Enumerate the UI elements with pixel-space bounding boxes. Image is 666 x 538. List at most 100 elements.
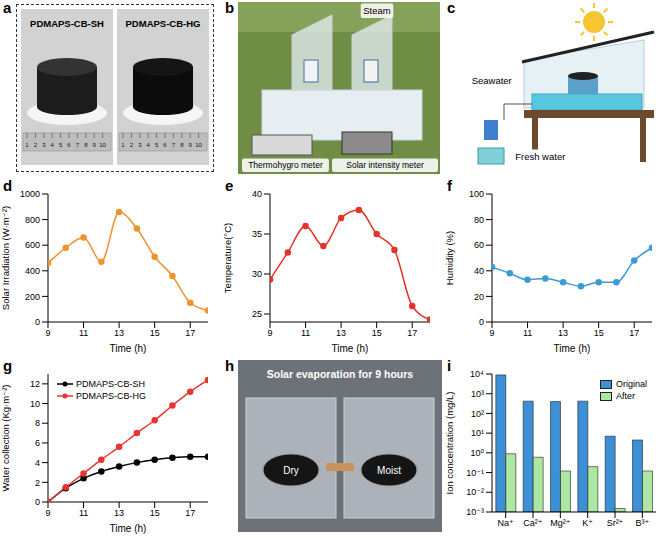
svg-text:Dry: Dry — [283, 465, 299, 476]
svg-text:3: 3 — [138, 142, 142, 148]
svg-text:Ion concentration (mg/L): Ion concentration (mg/L) — [444, 392, 455, 495]
svg-text:Moist: Moist — [377, 465, 401, 476]
svg-text:2: 2 — [35, 478, 40, 488]
svg-text:10⁻³: 10⁻³ — [466, 507, 484, 517]
svg-text:4: 4 — [35, 458, 40, 468]
svg-text:800: 800 — [25, 215, 40, 225]
svg-text:Time (h): Time (h) — [332, 343, 369, 354]
svg-text:13: 13 — [114, 508, 124, 518]
svg-text:15: 15 — [372, 328, 382, 338]
svg-text:200: 200 — [25, 292, 40, 302]
svg-text:Solar Irradiation (W·m⁻²): Solar Irradiation (W·m⁻²) — [0, 206, 11, 310]
svg-text:15: 15 — [150, 508, 160, 518]
svg-text:20: 20 — [474, 292, 484, 302]
svg-text:17: 17 — [629, 328, 639, 338]
svg-text:5: 5 — [59, 142, 63, 148]
svg-text:Temperature(°C): Temperature(°C) — [222, 223, 233, 293]
svg-text:1: 1 — [25, 142, 29, 148]
svg-text:0: 0 — [35, 317, 40, 327]
svg-text:PDMAPS-CB-SH: PDMAPS-CB-SH — [30, 18, 104, 29]
svg-text:7: 7 — [172, 142, 176, 148]
html-text:PDMAPS-CB-SH: PDMAPS-CB-SH — [76, 379, 145, 389]
svg-text:30: 30 — [252, 269, 262, 279]
svg-text:600: 600 — [25, 240, 40, 250]
svg-text:9: 9 — [489, 328, 494, 338]
svg-text:15: 15 — [150, 328, 160, 338]
svg-text:9: 9 — [45, 328, 50, 338]
svg-text:Ca²⁺: Ca²⁺ — [523, 518, 543, 528]
svg-text:10¹: 10¹ — [471, 428, 484, 438]
svg-text:K⁺: K⁺ — [582, 518, 593, 528]
svg-text:11: 11 — [79, 328, 88, 338]
svg-text:40: 40 — [474, 266, 484, 276]
svg-text:400: 400 — [25, 266, 40, 276]
svg-text:10⁻¹: 10⁻¹ — [466, 468, 484, 478]
svg-text:4: 4 — [147, 142, 151, 148]
svg-text:Solar intensity meter: Solar intensity meter — [346, 160, 424, 170]
svg-text:PDMAPS-CB-HG: PDMAPS-CB-HG — [126, 18, 201, 29]
svg-text:10: 10 — [195, 142, 202, 148]
svg-text:5: 5 — [155, 142, 159, 148]
svg-text:0: 0 — [35, 497, 40, 507]
svg-text:Time (h): Time (h) — [110, 343, 147, 354]
svg-text:10⁻²: 10⁻² — [466, 487, 484, 497]
svg-text:80: 80 — [474, 215, 484, 225]
svg-text:17: 17 — [407, 328, 417, 338]
svg-text:6: 6 — [67, 142, 71, 148]
html-text:d: d — [3, 177, 13, 194]
svg-text:Steam: Steam — [363, 5, 391, 16]
svg-text:9: 9 — [93, 142, 97, 148]
svg-text:8: 8 — [84, 142, 88, 148]
svg-text:100: 100 — [469, 189, 484, 199]
svg-text:17: 17 — [185, 508, 195, 518]
svg-text:11: 11 — [523, 328, 532, 338]
svg-text:10: 10 — [30, 399, 40, 409]
svg-text:Time (h): Time (h) — [110, 523, 147, 534]
svg-text:B³⁺: B³⁺ — [635, 518, 649, 528]
svg-text:8: 8 — [180, 142, 184, 148]
svg-text:1: 1 — [121, 142, 125, 148]
svg-text:40: 40 — [252, 189, 262, 199]
svg-text:9: 9 — [267, 328, 272, 338]
svg-text:12: 12 — [30, 379, 40, 389]
svg-text:Time (h): Time (h) — [554, 343, 591, 354]
svg-text:Sr²⁺: Sr²⁺ — [607, 518, 624, 528]
svg-text:13: 13 — [558, 328, 568, 338]
svg-text:7: 7 — [76, 142, 80, 148]
svg-text:10²: 10² — [471, 409, 484, 419]
svg-text:3: 3 — [42, 142, 46, 148]
svg-text:35: 35 — [252, 229, 262, 239]
svg-text:6: 6 — [35, 438, 40, 448]
svg-text:Solar evaporation for 9 hours: Solar evaporation for 9 hours — [267, 368, 414, 380]
svg-text:8: 8 — [35, 418, 40, 428]
svg-text:15: 15 — [594, 328, 604, 338]
svg-text:25: 25 — [252, 309, 262, 319]
svg-text:Thermohygro meter: Thermohygro meter — [248, 160, 323, 170]
svg-text:17: 17 — [185, 328, 195, 338]
svg-text:10³: 10³ — [471, 389, 484, 399]
svg-text:60: 60 — [474, 240, 484, 250]
svg-text:Fresh water: Fresh water — [515, 151, 565, 162]
svg-text:Water collection (Kg·m⁻²): Water collection (Kg·m⁻²) — [0, 384, 11, 491]
svg-text:6: 6 — [163, 142, 167, 148]
svg-text:Humidity (%): Humidity (%) — [444, 231, 455, 285]
svg-text:Na⁺: Na⁺ — [498, 518, 515, 528]
svg-text:1000: 1000 — [20, 189, 40, 199]
svg-text:4: 4 — [51, 142, 55, 148]
svg-text:9: 9 — [45, 508, 50, 518]
svg-text:9: 9 — [189, 142, 193, 148]
svg-text:2: 2 — [34, 142, 38, 148]
svg-text:2: 2 — [130, 142, 134, 148]
svg-text:10⁰: 10⁰ — [470, 448, 484, 458]
html-text:h: h — [225, 357, 235, 374]
svg-text:11: 11 — [301, 328, 310, 338]
svg-text:10⁴: 10⁴ — [470, 369, 484, 379]
svg-text:0: 0 — [479, 317, 484, 327]
svg-text:Seawater: Seawater — [472, 75, 512, 86]
html-text:b: b — [225, 0, 235, 16]
svg-text:10: 10 — [99, 142, 106, 148]
svg-text:Mg²⁺: Mg²⁺ — [550, 518, 570, 528]
svg-text:13: 13 — [114, 328, 124, 338]
svg-text:11: 11 — [79, 508, 88, 518]
svg-text:13: 13 — [336, 328, 346, 338]
